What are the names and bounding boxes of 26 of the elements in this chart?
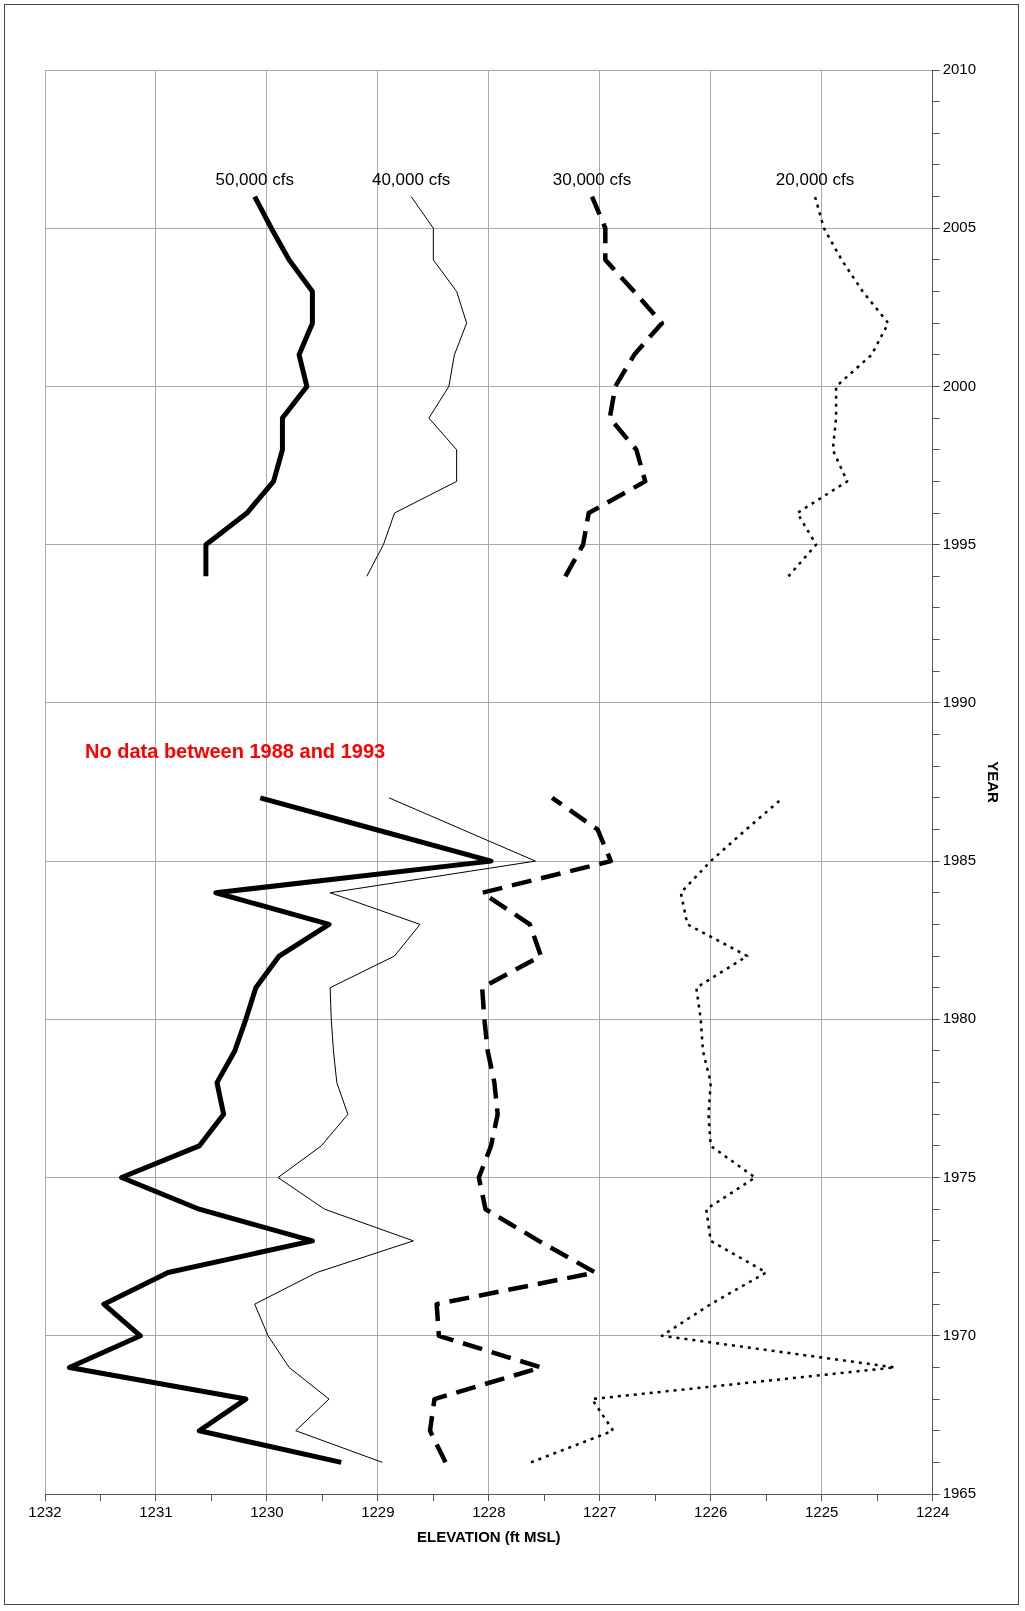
x-tick-label: 1232: [28, 1503, 62, 1521]
x-tick-label: 1229: [361, 1503, 395, 1521]
y-tick-label: 1965: [942, 1484, 977, 1502]
series-label: 50,000 cfs: [215, 169, 294, 189]
y-tick-label: 1995: [942, 534, 977, 552]
y-tick-label: 1985: [942, 851, 977, 869]
x-tick-label: 1226: [694, 1503, 728, 1521]
x-tick-label: 1227: [583, 1503, 617, 1521]
series-label: 40,000 cfs: [371, 169, 451, 189]
y-tick-label: 1970: [942, 1325, 977, 1343]
x-tick-label: 1228: [472, 1503, 506, 1521]
y-tick-label: 1990: [942, 693, 977, 711]
y-tick-label: 2005: [942, 218, 977, 236]
x-axis-title: ELEVATION (ft MSL): [417, 1528, 561, 1546]
x-tick-label: 1225: [804, 1503, 839, 1521]
y-tick-label: 1980: [942, 1009, 977, 1027]
y-axis-title: YEAR: [984, 761, 1002, 803]
x-tick-label: 1231: [139, 1503, 173, 1521]
x-tick-label: 1224: [915, 1503, 950, 1521]
y-tick-label: 2010: [942, 60, 977, 78]
y-tick-label: 1975: [942, 1167, 977, 1185]
series-label: 30,000 cfs: [552, 169, 632, 189]
y-tick-label: 2000: [942, 376, 977, 394]
annotation: No data between 1988 and 1993: [85, 739, 386, 762]
x-tick-label: 1230: [250, 1503, 284, 1521]
series-label: 20,000 cfs: [775, 169, 855, 189]
